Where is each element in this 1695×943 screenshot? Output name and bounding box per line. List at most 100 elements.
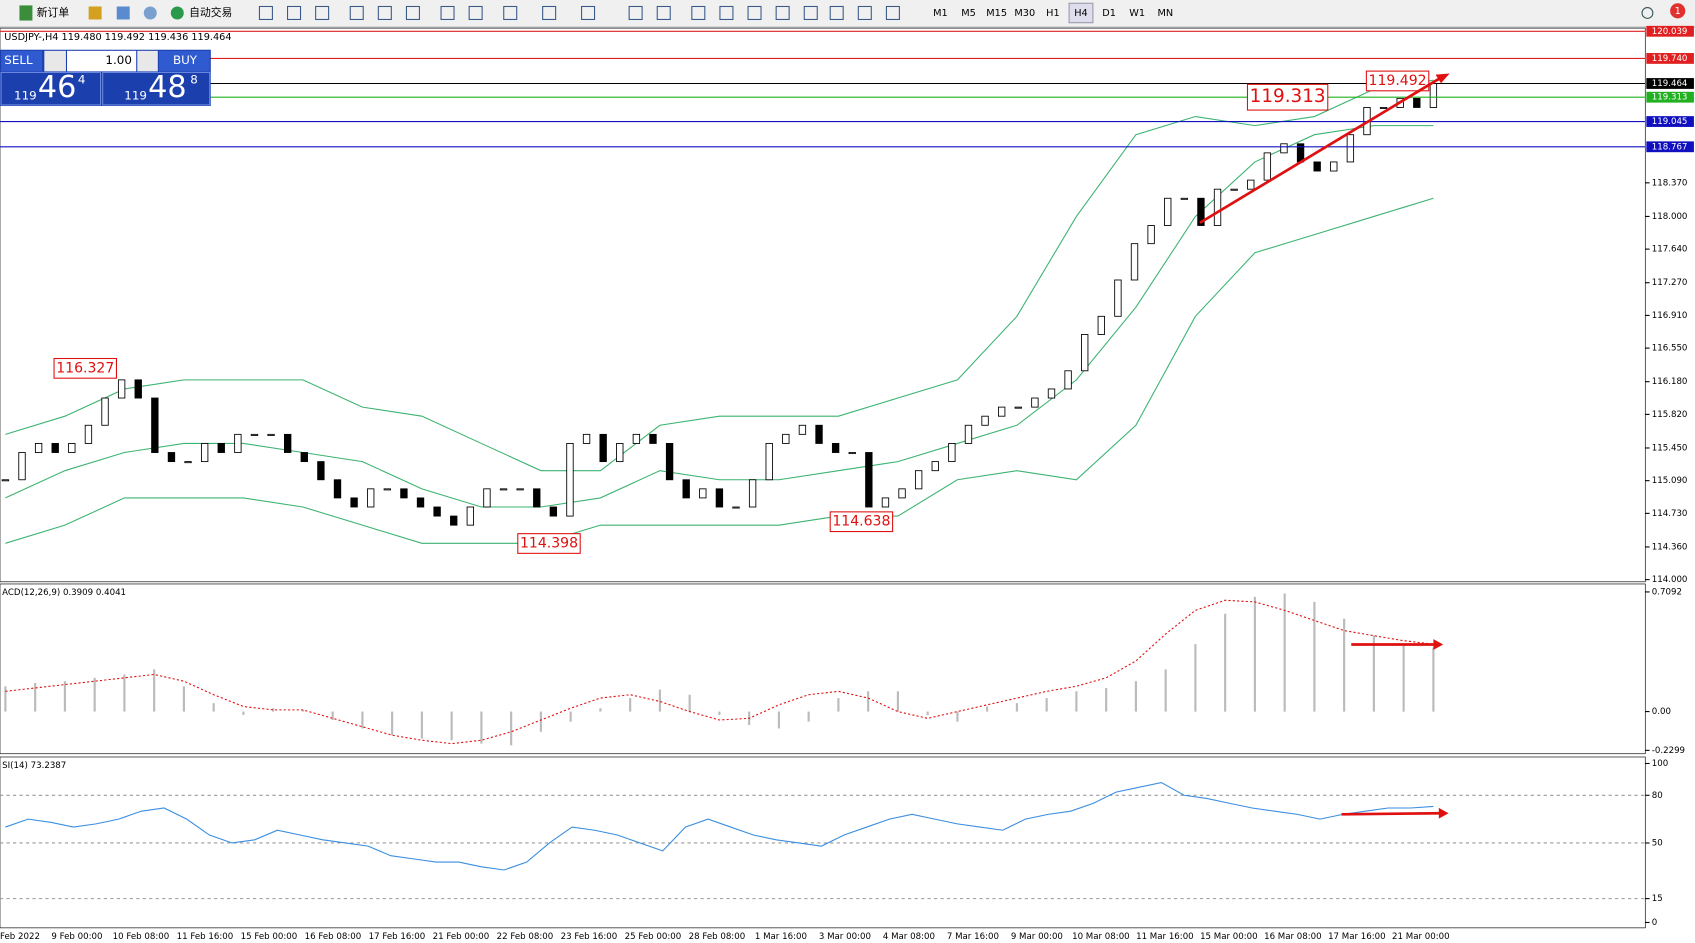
x-tick-label: 1 Mar 16:00 bbox=[755, 932, 807, 942]
tool-icon[interactable] bbox=[581, 5, 596, 21]
timeframe-button[interactable]: M1 bbox=[933, 8, 948, 19]
x-tick-label: 11 Feb 16:00 bbox=[177, 932, 234, 942]
price-annotation: 114.638 bbox=[832, 514, 890, 530]
tool-icon[interactable] bbox=[857, 5, 872, 21]
tool-icon[interactable] bbox=[628, 5, 643, 21]
candle bbox=[948, 443, 956, 463]
trend-arrow bbox=[1341, 811, 1441, 816]
tool-icon[interactable] bbox=[287, 5, 302, 21]
timeframe-button[interactable]: H1 bbox=[1046, 8, 1059, 19]
timeframe-button[interactable]: D1 bbox=[1102, 8, 1116, 19]
candle bbox=[632, 433, 641, 444]
new-order-icon[interactable] bbox=[19, 5, 33, 21]
search-icon[interactable] bbox=[1641, 7, 1654, 19]
tool-icon[interactable] bbox=[691, 5, 706, 21]
candle bbox=[483, 488, 491, 508]
candle bbox=[350, 497, 358, 508]
y-tick-label: 15 bbox=[1652, 894, 1663, 904]
candle bbox=[599, 433, 607, 463]
timeframe-button[interactable]: M30 bbox=[1014, 8, 1035, 19]
tool-icon[interactable] bbox=[719, 5, 734, 21]
x-tick-label: 17 Feb 16:00 bbox=[369, 932, 426, 942]
candle bbox=[699, 488, 707, 499]
buy-button[interactable] bbox=[158, 50, 210, 72]
tool-icon[interactable] bbox=[88, 6, 102, 20]
tool-icon[interactable] bbox=[503, 5, 518, 21]
arrow-head bbox=[1433, 639, 1444, 650]
auto-trade-icon[interactable] bbox=[170, 6, 184, 20]
buy-price-box[interactable] bbox=[102, 71, 211, 106]
tool-icon[interactable] bbox=[542, 5, 557, 21]
tool-icon[interactable] bbox=[829, 5, 844, 21]
candle bbox=[51, 443, 59, 453]
trend-arrow bbox=[1199, 74, 1445, 224]
candle bbox=[682, 479, 690, 499]
sell-button[interactable] bbox=[1, 50, 43, 72]
toolbar bbox=[0, 0, 1695, 28]
candle bbox=[1429, 83, 1438, 108]
candle bbox=[134, 379, 142, 399]
candle bbox=[616, 443, 624, 463]
tool-icon[interactable] bbox=[803, 5, 818, 21]
price-level-box bbox=[1646, 141, 1694, 153]
sell-price-big: 119 bbox=[14, 89, 37, 103]
sell-label: SELL bbox=[4, 53, 33, 67]
candle bbox=[1097, 315, 1105, 335]
timeframe-button[interactable]: M5 bbox=[961, 8, 976, 19]
auto-trade-button[interactable]: 自动交易 bbox=[189, 5, 232, 19]
candle bbox=[367, 488, 375, 508]
tool-icon[interactable] bbox=[349, 5, 364, 21]
candle bbox=[1263, 152, 1272, 181]
tool-icon[interactable] bbox=[377, 5, 392, 21]
buy-price-sup: 8 bbox=[190, 73, 198, 87]
tool-icon[interactable] bbox=[258, 5, 273, 21]
candle bbox=[782, 433, 790, 444]
price-annotation-box bbox=[1246, 83, 1329, 111]
y-tick-label: 118.370 bbox=[1652, 178, 1688, 188]
y-tick-label: 0.7092 bbox=[1652, 587, 1682, 597]
candle bbox=[117, 379, 126, 399]
y-tick-label: 115.820 bbox=[1652, 410, 1688, 420]
tool-icon[interactable] bbox=[747, 5, 762, 21]
timeframe-button[interactable]: W1 bbox=[1129, 8, 1145, 19]
candle bbox=[300, 452, 308, 463]
sell-price-box[interactable] bbox=[0, 71, 102, 106]
candle bbox=[1379, 107, 1388, 109]
tool-icon[interactable] bbox=[315, 5, 330, 21]
candle bbox=[1180, 197, 1189, 200]
tool-icon[interactable] bbox=[468, 5, 483, 21]
timeframe-active bbox=[1068, 2, 1094, 24]
candle bbox=[516, 488, 524, 491]
candle bbox=[18, 452, 26, 481]
lot-up[interactable] bbox=[137, 50, 158, 72]
y-tick-label: 116.910 bbox=[1652, 311, 1688, 321]
arrow-head bbox=[1438, 807, 1449, 819]
buy-price-big: 119 bbox=[124, 89, 147, 103]
candle bbox=[1114, 279, 1122, 317]
candle bbox=[732, 506, 740, 509]
lot-input[interactable] bbox=[67, 50, 137, 72]
candle bbox=[1247, 179, 1255, 190]
candle bbox=[815, 424, 823, 444]
tool-icon[interactable] bbox=[885, 5, 900, 21]
tool-icon[interactable] bbox=[116, 6, 130, 20]
candle bbox=[1346, 134, 1355, 163]
notification-badge[interactable] bbox=[1670, 3, 1686, 19]
candle bbox=[748, 479, 757, 508]
new-order-button[interactable]: 新订单 bbox=[37, 5, 70, 19]
timeframe-button[interactable]: MN bbox=[1157, 8, 1173, 19]
price-level-box bbox=[1646, 25, 1694, 37]
tool-icon[interactable] bbox=[405, 5, 420, 21]
timeframe-button[interactable]: H4 bbox=[1074, 8, 1087, 19]
tool-icon[interactable] bbox=[656, 5, 671, 21]
lot-down[interactable] bbox=[44, 50, 66, 72]
tool-icon[interactable] bbox=[143, 6, 157, 20]
y-tick-label: 0 bbox=[1652, 918, 1657, 928]
candle bbox=[549, 506, 558, 517]
timeframe-button[interactable]: M15 bbox=[986, 8, 1007, 19]
price-level-box bbox=[1646, 78, 1694, 89]
tool-icon[interactable] bbox=[775, 5, 790, 21]
tool-icon[interactable] bbox=[440, 5, 455, 21]
candle bbox=[466, 506, 475, 526]
